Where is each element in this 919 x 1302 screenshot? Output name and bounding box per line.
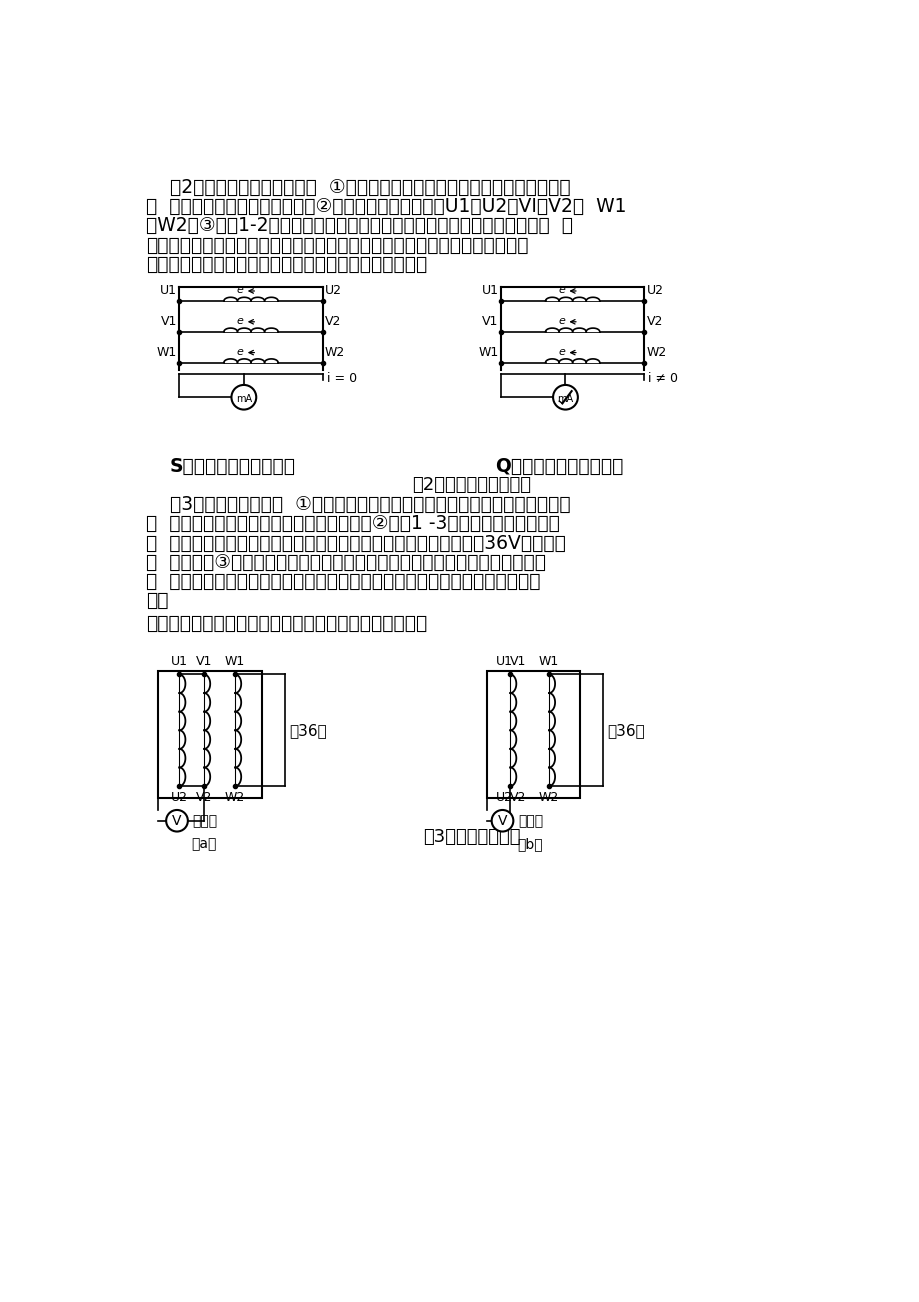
Text: U2: U2 (324, 284, 342, 297)
Bar (157, 671, 262, 798)
Text: 头  同为首端或尾端。电压表有读数，连在一起的两个线头中一个是首端，另一: 头 同为首端或尾端。电压表有读数，连在一起的两个线头中一个是首端，另一 (146, 572, 540, 591)
Text: V1: V1 (482, 315, 498, 328)
Text: V2: V2 (196, 790, 212, 803)
Text: U2: U2 (495, 790, 512, 803)
Text: e: e (236, 316, 243, 326)
Text: mA: mA (557, 393, 573, 404)
Text: （3）低压交流电源法  ①判断各相绕组的两个出线端。用万用表电阵档分清三: （3）低压交流电源法 ①判断各相绕组的两个出线端。用万用表电阵档分清三 (146, 495, 570, 514)
Text: U1: U1 (495, 655, 512, 668)
Text: W1: W1 (225, 655, 245, 668)
Text: 个是: 个是 (146, 591, 168, 611)
Text: W2: W2 (539, 790, 559, 803)
Text: W2: W2 (225, 790, 245, 803)
Circle shape (232, 385, 256, 410)
Text: S）指针不动首尾端正确: S）指针不动首尾端正确 (169, 457, 295, 475)
Text: 绕  组串联后再与电压表或万用表的交流电压档连接，第三相绕组与36V低压交流: 绕 组串联后再与电压表或万用表的交流电压档连接，第三相绕组与36V低压交流 (146, 534, 565, 552)
Text: i ≠ 0: i ≠ 0 (648, 371, 677, 384)
Text: 电  源接通。③判断首尾端。通电后，若电压表无读数，说明连在一起的两个线: 电 源接通。③判断首尾端。通电后，若电压表无读数，说明连在一起的两个线 (146, 553, 545, 572)
Text: 尾端，任定一端为已知首端，同法可定第三相的首尾端。: 尾端，任定一端为已知首端，同法可定第三相的首尾端。 (146, 615, 426, 633)
Text: 有读数: 有读数 (192, 814, 218, 828)
Text: 相  绕组各相的两个线头，并进行假设编号。②按图1 -3接线。把其中任意两相: 相 绕组各相的两个线头，并进行假设编号。②按图1 -3接线。把其中任意两相 (146, 514, 560, 534)
Text: 首尾端假设编号不对，应逐相对调重测，直至正确为止。: 首尾端假设编号不对，应逐相对调重测，直至正确为止。 (146, 255, 426, 273)
Text: 无读数: 无读数 (517, 814, 542, 828)
Text: U1: U1 (171, 655, 187, 668)
Text: W2: W2 (324, 346, 345, 359)
Text: W1: W1 (539, 655, 559, 668)
Text: V: V (172, 814, 182, 828)
Bar (486, 671, 579, 798)
Text: V2: V2 (509, 790, 526, 803)
Text: V1: V1 (196, 655, 212, 668)
Text: W1: W1 (156, 346, 176, 359)
Text: 分  清三相绕组各相的两个线头。②给各相绕组假设编号为U1、U2、VI、V2和  W1: 分 清三相绕组各相的两个线头。②给各相绕组假设编号为U1、U2、VI、V2和 W… (146, 197, 626, 216)
Text: V1: V1 (161, 315, 176, 328)
Text: i = 0: i = 0 (326, 371, 357, 384)
Text: Q）指针描动首尾端不对: Q）指针描动首尾端不对 (494, 457, 622, 475)
Text: 图3低压交流电源法: 图3低压交流电源法 (423, 828, 519, 846)
Text: （2）用万用表检查方法之二  ①判断各相绕组的两个出线端。用万用表电阵档: （2）用万用表检查方法之二 ①判断各相绕组的两个出线端。用万用表电阵档 (146, 178, 570, 197)
Text: ～36伏: ～36伏 (607, 723, 644, 738)
Circle shape (491, 810, 513, 832)
Circle shape (552, 385, 577, 410)
Circle shape (166, 810, 187, 832)
Text: 档）指针不动，则证明假设的编号是正确的，若指针有偏转，说明其中有一相: 档）指针不动，则证明假设的编号是正确的，若指针有偏转，说明其中有一相 (146, 236, 528, 255)
Text: 、W2。③按图1-2接线，判断首尾端。用手转动电动机转子，如万用表（微  安: 、W2。③按图1-2接线，判断首尾端。用手转动电动机转子，如万用表（微 安 (146, 216, 573, 236)
Text: ：a）: ：a） (191, 837, 217, 852)
Text: U2: U2 (171, 790, 187, 803)
Text: e: e (558, 346, 564, 357)
Text: 图2万用表检查方法之二: 图2万用表检查方法之二 (412, 475, 530, 493)
Text: V: V (497, 814, 506, 828)
Text: W1: W1 (478, 346, 498, 359)
Text: U1: U1 (160, 284, 176, 297)
Text: V2: V2 (324, 315, 341, 328)
Text: e: e (558, 316, 564, 326)
Text: V2: V2 (646, 315, 663, 328)
Text: e: e (236, 285, 243, 296)
Text: U2: U2 (646, 284, 663, 297)
Text: （b）: （b） (516, 837, 542, 852)
Text: V1: V1 (509, 655, 526, 668)
Text: U1: U1 (482, 284, 498, 297)
Text: mA: mA (235, 393, 252, 404)
Text: W2: W2 (646, 346, 666, 359)
Text: ～36伏: ～36伏 (289, 723, 327, 738)
Text: e: e (558, 285, 564, 296)
Text: e: e (236, 346, 243, 357)
